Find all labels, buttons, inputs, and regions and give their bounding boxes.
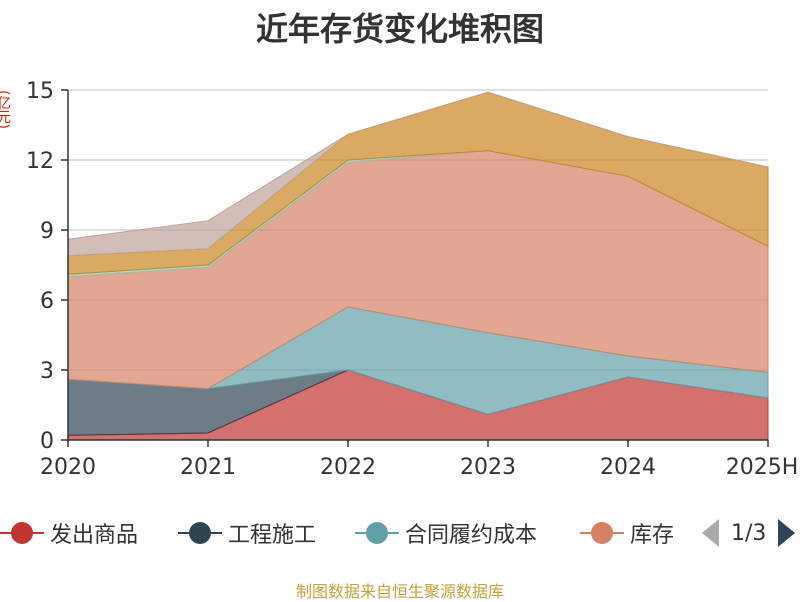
legend-label: 合同履约成本	[405, 523, 538, 548]
x-tick-label: 2025H	[726, 455, 799, 480]
y-tick-label: 6	[40, 289, 54, 314]
x-tick-label: 2023	[460, 455, 516, 480]
legend-page-indicator: 1/3	[731, 520, 767, 546]
next-page-arrow-icon[interactable]	[778, 519, 796, 547]
axes: 0 3 6 9 12 15 2020 2021 2022 2023 2024 2025H	[26, 79, 798, 480]
x-tick-label: 2021	[180, 455, 236, 480]
chart-title: 近年存货变化堆积图	[255, 10, 544, 48]
legend-label: 库存	[630, 523, 675, 548]
y-tick-label: 9	[40, 219, 54, 244]
previous-page-arrow-icon[interactable]	[702, 519, 719, 547]
legend-label: 发出商品	[50, 523, 139, 548]
legend-marker-icon	[178, 515, 222, 551]
legend-item-gongcheng[interactable]: 工程施工	[178, 515, 316, 551]
data-source-footer: 制图数据来自恒生聚源数据库	[295, 582, 504, 601]
y-tick-label: 3	[40, 359, 54, 384]
y-tick-label: 12	[26, 149, 54, 174]
legend: 发出商品 工程施工 合同履约成本 库存	[0, 515, 800, 551]
legend-marker-icon	[0, 515, 44, 551]
legend-pager: 1/3	[702, 515, 796, 551]
x-tick-label: 2020	[40, 455, 96, 480]
area-series	[67, 91, 769, 441]
y-axis-unit-label: (亿元)	[0, 90, 11, 129]
legend-label: 工程施工	[228, 523, 317, 548]
legend-item-hetong[interactable]: 合同履约成本	[355, 515, 537, 551]
legend-item-fachu[interactable]: 发出商品	[0, 515, 138, 551]
x-tick-label: 2024	[600, 455, 656, 480]
legend-marker-icon	[355, 515, 399, 551]
y-tick-label: 0	[40, 429, 54, 454]
y-tick-label: 15	[26, 79, 54, 104]
x-tick-label: 2022	[320, 455, 376, 480]
legend-marker-icon	[580, 515, 624, 551]
legend-item-kucun[interactable]: 库存	[580, 515, 674, 551]
area-series-unnamed[interactable]	[67, 91, 769, 257]
